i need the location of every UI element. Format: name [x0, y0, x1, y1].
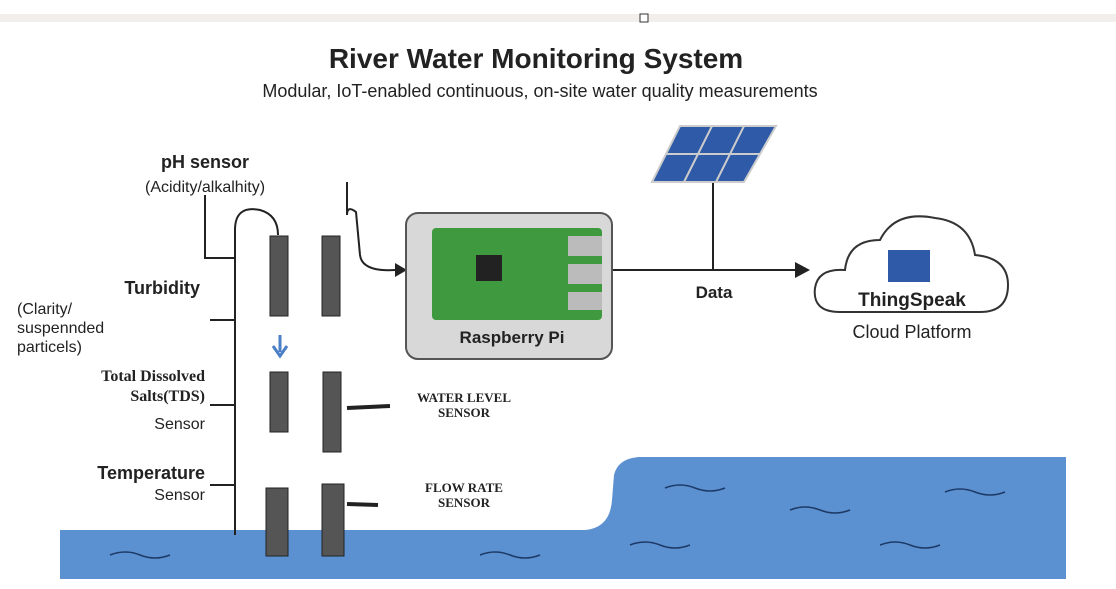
- sensor-name: Total Dissolved: [101, 368, 205, 385]
- sensor-name: Turbidity: [124, 278, 200, 298]
- port: [568, 264, 602, 284]
- port: [568, 292, 602, 310]
- top-strip: [0, 14, 1116, 22]
- arrow-head: [395, 263, 407, 277]
- title: River Water Monitoring System: [329, 43, 743, 74]
- chip: [476, 255, 502, 281]
- link-label: Data: [696, 283, 733, 302]
- down-arrow: [271, 335, 289, 359]
- waves: [109, 484, 1006, 559]
- sensor-detail: Salts(TDS): [130, 388, 205, 405]
- sensor-detail: Sensor: [154, 487, 205, 504]
- cloud-caption: Cloud Platform: [852, 322, 971, 342]
- sensor-name: pH sensor: [161, 152, 249, 172]
- sensor-detail: (Clarity/: [17, 301, 73, 318]
- river: [60, 457, 1066, 579]
- sensor-name: Temperature: [97, 463, 205, 483]
- cables: [204, 182, 800, 535]
- sensor-detail: (Acidity/alkalhity): [145, 179, 265, 196]
- thingspeak-logo: [888, 250, 930, 282]
- labels: pH sensor (Acidity/alkalhity) Turbidity (Cl…: [17, 152, 511, 510]
- sensor-detail: particels): [17, 339, 82, 356]
- sensor-detail: suspennded: [17, 320, 104, 337]
- subtitle: Modular, IoT-enabled continuous, on-site…: [262, 81, 817, 101]
- probes: [265, 235, 345, 557]
- handle: [639, 13, 649, 23]
- arrow-head: [795, 262, 810, 278]
- port: [568, 236, 602, 256]
- cloud-name: ThingSpeak: [858, 290, 966, 311]
- sensor-detail: Sensor: [154, 416, 205, 433]
- probe-label: SENSOR: [438, 405, 491, 420]
- pi-label: Raspberry Pi: [460, 328, 565, 347]
- pi-board: [432, 228, 602, 320]
- solar-panel: [650, 125, 778, 183]
- probe-label: WATER LEVEL: [417, 390, 511, 405]
- probe-label: SENSOR: [438, 495, 491, 510]
- probe-label: FLOW RATE: [425, 480, 503, 495]
